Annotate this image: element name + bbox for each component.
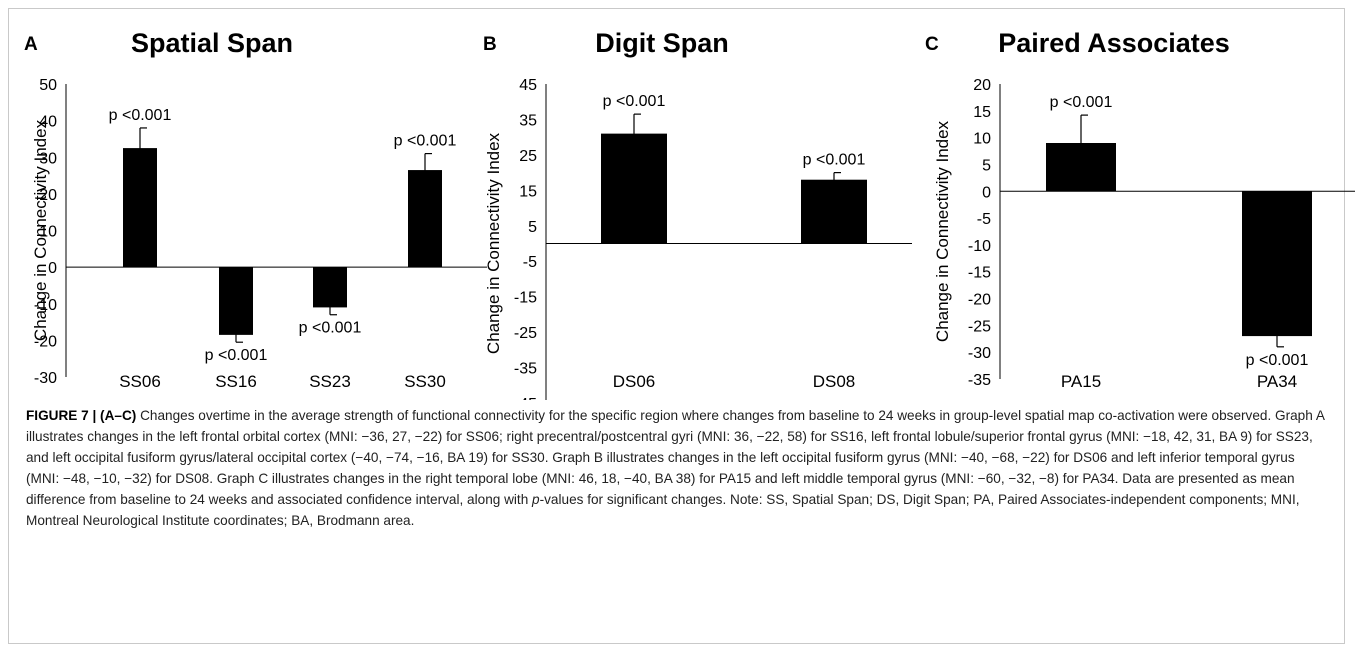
y-tick-label: -45 xyxy=(514,396,537,400)
p-value-annotation: p <0.001 xyxy=(803,152,866,169)
p-value-annotation: p <0.001 xyxy=(603,93,666,110)
y-tick-label: 35 xyxy=(519,112,537,129)
y-tick-label: 5 xyxy=(982,157,991,174)
p-value-annotation: p <0.001 xyxy=(205,347,268,364)
y-tick-label: -15 xyxy=(514,290,537,307)
caption-label: FIGURE 7 | (A–C) xyxy=(26,408,137,423)
y-tick-label: 40 xyxy=(39,114,57,131)
y-tick-label: 25 xyxy=(519,148,537,165)
x-category-label: SS23 xyxy=(309,372,351,391)
charts-canvas: A Spatial Span Change in Connectivity Inde… xyxy=(24,28,1355,400)
y-tick-label: 15 xyxy=(519,183,537,200)
y-tick-label: -35 xyxy=(514,361,537,378)
p-value-annotation: p <0.001 xyxy=(1050,94,1113,111)
panel-letter: C xyxy=(925,34,939,55)
y-axis-label: Change in Connectivity Index xyxy=(933,120,952,342)
y-tick-label: -30 xyxy=(968,345,991,362)
y-tick-label: -30 xyxy=(34,370,57,387)
y-tick-label: -20 xyxy=(34,333,57,350)
panel-a: A Spatial Span Change in Connectivity Inde… xyxy=(24,28,487,391)
p-value-annotation: p <0.001 xyxy=(394,133,457,150)
chart-title: Spatial Span xyxy=(131,28,293,58)
x-category-label: DS08 xyxy=(813,372,856,391)
y-axis-label: Change in Connectivity Index xyxy=(484,132,503,354)
panel-c: C Paired Associates Change in Connectivity… xyxy=(925,28,1355,391)
y-tick-label: 10 xyxy=(973,131,991,148)
bar-pa34 xyxy=(1242,191,1312,337)
panel-b: B Digit Span Change in Connectivity Index 4… xyxy=(483,28,912,400)
y-tick-label: 15 xyxy=(973,104,991,121)
chart-title: Paired Associates xyxy=(998,28,1230,58)
x-category-label: SS30 xyxy=(404,372,446,391)
x-category-label: DS06 xyxy=(613,372,656,391)
x-category-label: PA15 xyxy=(1061,372,1101,391)
caption-italic: p xyxy=(532,492,540,507)
p-value-annotation: p <0.001 xyxy=(1246,352,1309,369)
y-axis-label: Change in Connectivity Index xyxy=(31,119,50,341)
y-tick-label: -25 xyxy=(514,325,537,342)
y-tick-label: 45 xyxy=(519,77,537,94)
y-tick-label: 10 xyxy=(39,224,57,241)
figure-frame xyxy=(8,8,1345,644)
y-tick-label: -15 xyxy=(968,265,991,282)
y-tick-label: 5 xyxy=(528,219,537,236)
figure-caption: FIGURE 7 | (A–C) Changes overtime in the… xyxy=(26,405,1331,531)
y-tick-label: -5 xyxy=(977,211,991,228)
y-tick-label: -10 xyxy=(34,297,57,314)
y-tick-label: 0 xyxy=(48,260,57,277)
panel-letter: A xyxy=(24,34,38,55)
y-tick-label: 50 xyxy=(39,77,57,94)
chart-title: Digit Span xyxy=(595,28,729,58)
y-tick-label: 0 xyxy=(982,184,991,201)
bar-ds08 xyxy=(801,179,867,244)
caption-text-end: -values for significant changes. Note: S… xyxy=(26,492,1300,528)
y-tick-label: -20 xyxy=(968,292,991,309)
x-category-label: PA34 xyxy=(1257,372,1297,391)
caption-text: Changes overtime in the average strength… xyxy=(26,408,1325,507)
x-category-label: SS16 xyxy=(215,372,257,391)
y-tick-label: -5 xyxy=(523,254,537,271)
panel-letter: B xyxy=(483,34,497,55)
bar-ss16 xyxy=(219,267,253,335)
p-value-annotation: p <0.001 xyxy=(109,107,172,124)
y-tick-label: -35 xyxy=(968,372,991,389)
y-tick-label: -10 xyxy=(968,238,991,255)
y-tick-label: -25 xyxy=(968,318,991,335)
y-tick-label: 30 xyxy=(39,150,57,167)
y-tick-label: 20 xyxy=(973,77,991,94)
x-category-label: SS06 xyxy=(119,372,161,391)
y-tick-label: 20 xyxy=(39,187,57,204)
p-value-annotation: p <0.001 xyxy=(299,320,362,337)
